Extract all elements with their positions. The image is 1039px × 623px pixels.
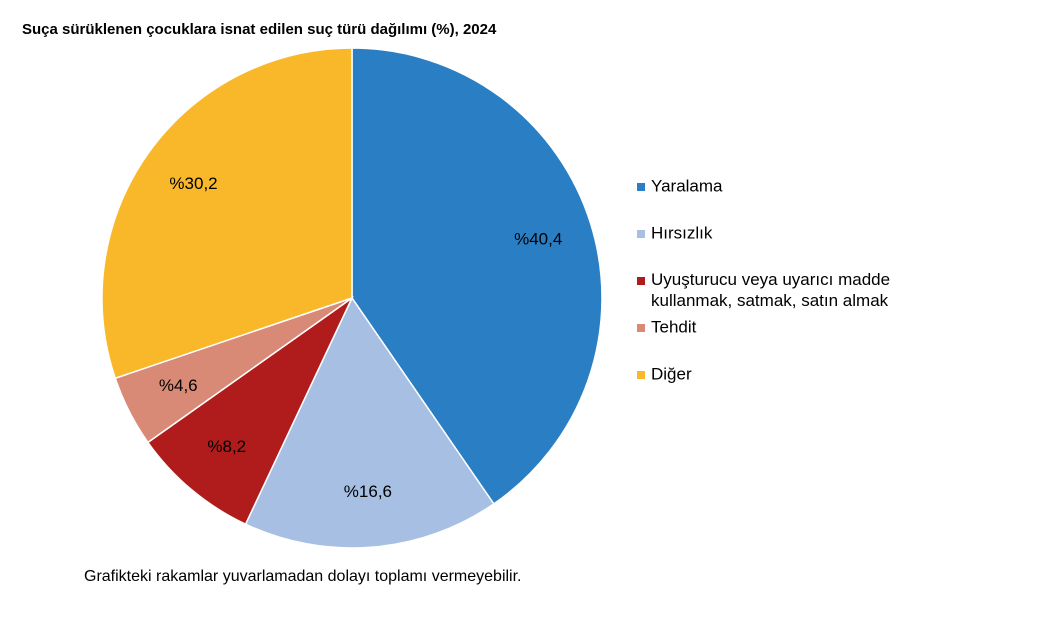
value-label: %8,2 [207, 437, 246, 456]
chart-title: Suça sürüklenen çocuklara isnat edilen s… [22, 21, 497, 38]
legend-swatch [637, 230, 645, 238]
legend-swatch [637, 183, 645, 191]
pie-slice [351, 47, 603, 505]
value-label: %40,4 [514, 230, 562, 249]
footnote: Grafikteki rakamlar yuvarlamadan dolayı … [84, 568, 522, 585]
legend-swatch [637, 277, 645, 285]
legend-line: kullanmak, satmak, satın almak [651, 291, 889, 310]
pie-slice [244, 296, 495, 549]
legend-line: Uyuşturucu veya uyarıcı madde [651, 270, 890, 289]
legend-label: Uyuşturucu veya uyarıcı madde kullanmak, … [651, 270, 890, 310]
value-label: %4,6 [159, 376, 198, 395]
legend-label: Hırsızlık [651, 223, 713, 242]
pie-slice [146, 295, 354, 526]
legend-label: Yaralama [651, 176, 723, 195]
value-label: %30,2 [169, 174, 217, 193]
legend-swatch [637, 324, 645, 332]
legend-swatch [637, 371, 645, 379]
value-label: %16,6 [344, 482, 392, 501]
legend-label: Tehdit [651, 317, 697, 336]
legend-label: Diğer [651, 364, 692, 383]
pie-slice [101, 47, 353, 380]
